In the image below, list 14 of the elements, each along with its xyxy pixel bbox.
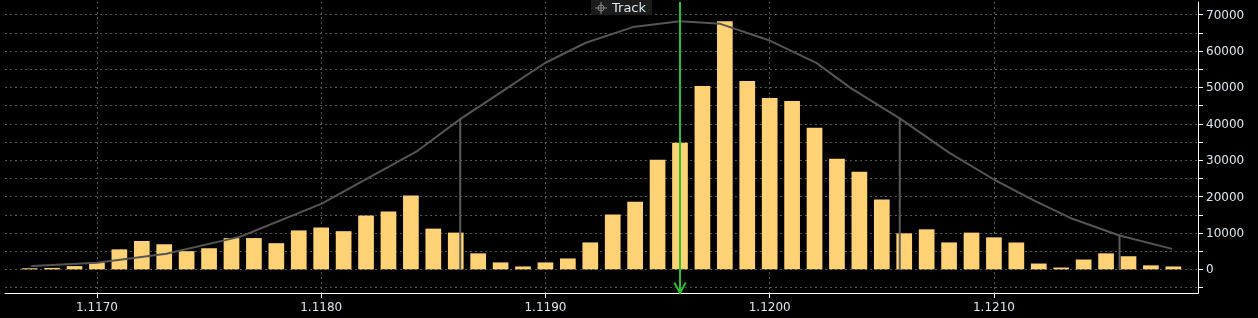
x-tick-label: 1.1200 bbox=[748, 300, 791, 314]
x-tick-label: 1.1180 bbox=[300, 300, 343, 314]
y-tick-label: 60000 bbox=[1206, 44, 1245, 59]
y-tick-label: 30000 bbox=[1206, 153, 1245, 168]
x-tick-label: 1.1170 bbox=[75, 300, 118, 314]
y-tick-label: 10000 bbox=[1206, 225, 1245, 240]
annotation: Track bbox=[612, 0, 647, 15]
y-tick-label: 40000 bbox=[1206, 116, 1245, 131]
y-tick-label: 20000 bbox=[1206, 189, 1245, 204]
y-tick-label: 0 bbox=[1206, 262, 1214, 277]
y-tick-label: 50000 bbox=[1206, 80, 1245, 95]
y-tick-label: 70000 bbox=[1206, 7, 1245, 22]
x-tick-label: 1.1190 bbox=[524, 300, 567, 314]
x-tick-label: 1.1210 bbox=[972, 300, 1015, 314]
